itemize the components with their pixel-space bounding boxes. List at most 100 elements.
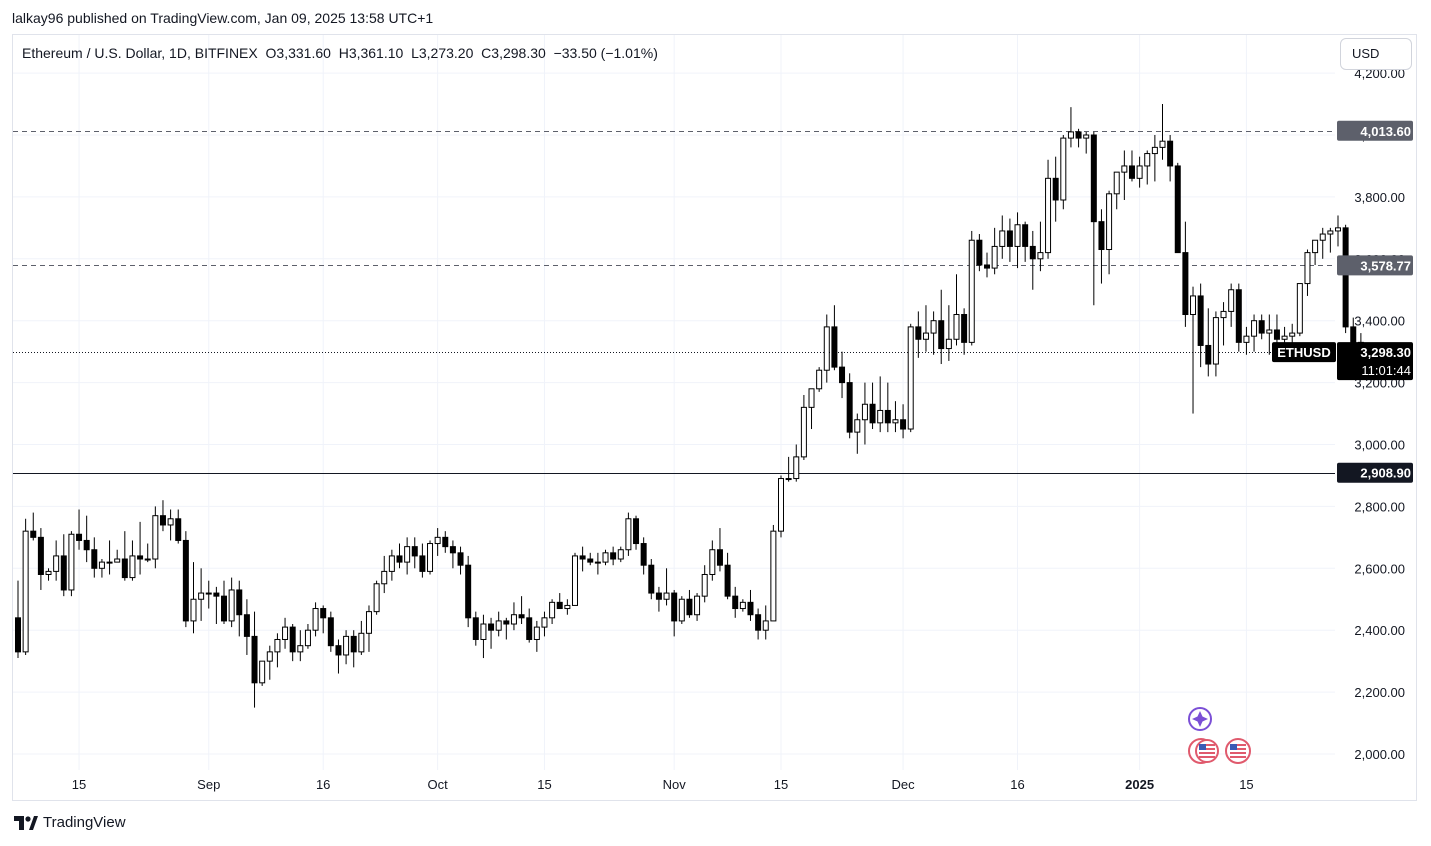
candle (1006, 218, 1013, 262)
y-tick-label: 3,800.00 (1354, 190, 1405, 205)
candle-body (938, 320, 945, 350)
candle-body (236, 589, 243, 616)
candle-body (427, 543, 434, 572)
candle (991, 227, 998, 275)
level-price-text: 4,013.60 (1360, 124, 1411, 139)
candle (724, 552, 731, 600)
x-tick-label: Nov (663, 777, 687, 792)
candle-body (541, 617, 548, 628)
candle (381, 555, 388, 594)
candle-body (633, 518, 640, 545)
candle-body (1098, 221, 1105, 251)
candle (350, 630, 357, 668)
candle-body (297, 645, 304, 653)
candle-body (1037, 252, 1044, 260)
us-flag-event-icon[interactable] (1188, 738, 1219, 764)
candle (152, 506, 159, 569)
candle (808, 388, 815, 430)
candle-body (282, 626, 289, 640)
candle (83, 515, 90, 563)
publisher-line: lalkay96 published on TradingView.com, J… (12, 10, 434, 26)
sparkle-event-icon[interactable] (1188, 707, 1212, 731)
level-price-text: 3,578.77 (1360, 258, 1411, 273)
candle (282, 617, 289, 649)
candle-body (259, 660, 266, 684)
candle (114, 549, 121, 563)
candle (159, 500, 166, 532)
candle (45, 568, 52, 581)
y-tick-label: 3,000.00 (1354, 438, 1405, 453)
candle-body (419, 555, 426, 572)
candle (755, 608, 762, 640)
candle-body (152, 515, 159, 560)
candle-body (556, 601, 563, 610)
candle-body (1060, 137, 1067, 201)
candle-body (289, 626, 296, 653)
candle-body (190, 598, 197, 622)
candle (503, 617, 510, 640)
candle-body (175, 518, 182, 541)
candle (68, 531, 75, 597)
candle-body (1128, 165, 1135, 179)
x-tick-label: 16 (1010, 777, 1024, 792)
legend-symbol: Ethereum / U.S. Dollar, 1D, BITFINEX (22, 45, 258, 61)
candle (137, 521, 144, 575)
candle-body (785, 478, 792, 481)
candle-body (1197, 295, 1204, 346)
candle-body (221, 595, 228, 622)
candle-body (266, 651, 273, 662)
candle (1121, 150, 1128, 200)
candle-body (724, 564, 731, 597)
y-tick-label: 2,200.00 (1354, 685, 1405, 700)
candle (365, 605, 372, 652)
candle (793, 444, 800, 482)
us-flag-event-icon[interactable] (1225, 738, 1251, 764)
candle-body (1296, 283, 1303, 334)
candle-body (22, 530, 29, 653)
candle-body (205, 592, 212, 595)
candles (15, 104, 1364, 708)
candle-body (434, 536, 441, 545)
candle (1182, 221, 1189, 327)
candle-body (1235, 289, 1242, 343)
level-price-tag (1337, 255, 1413, 276)
candle-body (1136, 165, 1143, 179)
candle-body (167, 518, 174, 526)
candle-body (640, 543, 647, 566)
candle-body (594, 561, 601, 564)
event-icons (1188, 707, 1251, 764)
candle-body (68, 533, 75, 591)
candle (30, 512, 37, 541)
candle-body (1327, 230, 1334, 235)
candle-body (984, 264, 991, 269)
candle (884, 382, 891, 433)
candle (221, 580, 228, 625)
candle (785, 456, 792, 482)
candle-body (518, 614, 525, 619)
candle-body (999, 230, 1006, 247)
candle (289, 624, 296, 662)
candle-body (900, 419, 907, 430)
candle-body (465, 564, 472, 619)
candle (549, 599, 556, 625)
candle-body (1052, 177, 1059, 201)
candle-body (800, 406, 807, 458)
candle (984, 252, 991, 278)
candle (1205, 308, 1212, 377)
candle (1029, 230, 1036, 290)
currency-button[interactable]: USD (1340, 38, 1412, 70)
candle (1251, 314, 1258, 352)
candle (892, 401, 899, 433)
candle-body (533, 626, 540, 640)
candle-body (579, 555, 586, 560)
candle-body (1006, 230, 1013, 247)
candle (15, 580, 21, 659)
candle (739, 599, 746, 612)
candle-body (137, 555, 144, 560)
candle-body (198, 592, 205, 600)
candle (625, 512, 632, 556)
candle-body (114, 558, 121, 563)
level-price-text: 2,908.90 (1360, 466, 1411, 481)
candle (617, 546, 624, 563)
